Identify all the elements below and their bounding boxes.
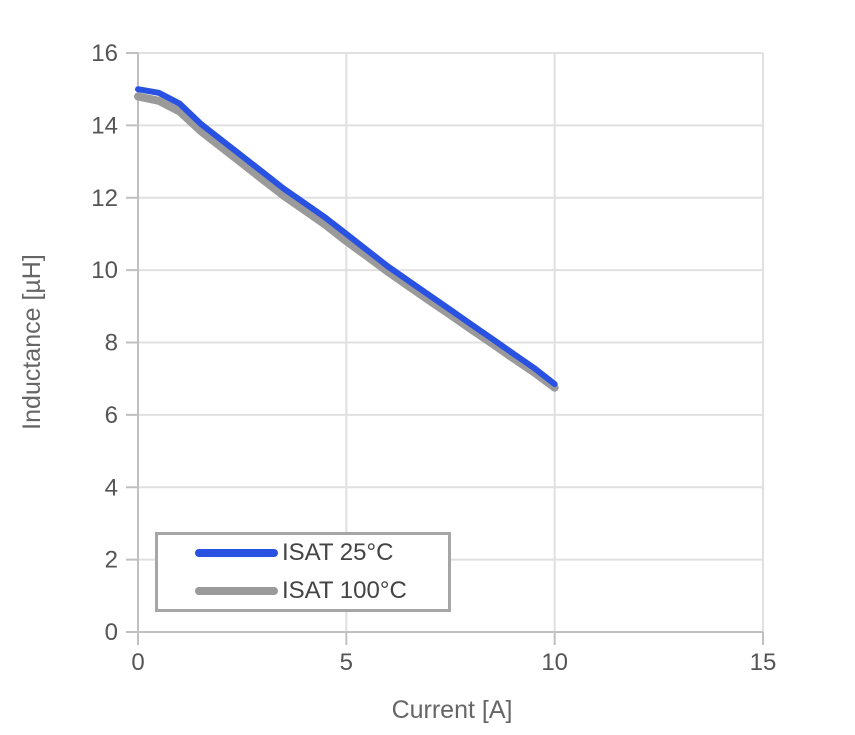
- x-axis-title: Current [A]: [392, 696, 513, 724]
- tick-label-layer: 0 2 4 6 8 10 12 14 16 0 5 10 15: [91, 40, 776, 676]
- legend-item-isat-100c: ISAT 100°C: [158, 575, 448, 607]
- legend-label: ISAT 100°C: [282, 577, 407, 604]
- x-tick-label: 5: [340, 649, 353, 676]
- x-tick-label: 0: [131, 649, 144, 676]
- x-tick-label: 15: [750, 649, 777, 676]
- y-tick-label: 6: [105, 402, 118, 429]
- legend-item-isat-25c: ISAT 25°C: [158, 537, 448, 569]
- y-tick-label: 16: [91, 40, 118, 67]
- legend-label: ISAT 25°C: [282, 539, 394, 566]
- y-tick-label: 8: [105, 330, 118, 357]
- y-tick-label: 10: [91, 257, 118, 284]
- series-line-isat-25c: [135, 86, 558, 388]
- grid-layer: [138, 52, 764, 632]
- legend-line-sample-gray: [195, 587, 278, 595]
- axis-layer: [126, 52, 764, 645]
- legend-line-sample-blue: [195, 549, 278, 557]
- x-tick-label: 10: [541, 649, 568, 676]
- y-tick-label: 12: [91, 185, 118, 212]
- chart-legend: ISAT 25°C ISAT 100°C: [155, 532, 451, 612]
- y-tick-label: 2: [105, 547, 118, 574]
- y-axis-title: Inductance [µH]: [18, 254, 46, 430]
- series-line-isat-100c: [134, 92, 559, 392]
- y-tick-label: 4: [105, 474, 118, 501]
- series-layer: [134, 86, 559, 392]
- y-tick-label: 0: [105, 619, 118, 646]
- y-tick-label: 14: [91, 112, 118, 139]
